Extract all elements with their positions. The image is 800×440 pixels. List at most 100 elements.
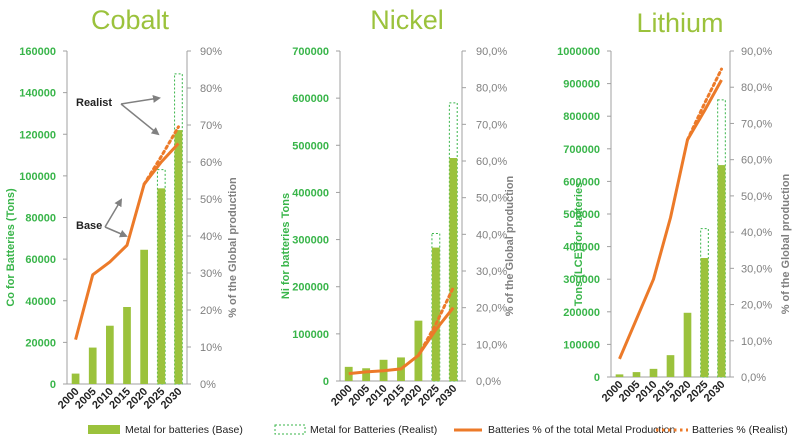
- right-axis-title: % of the Global production: [227, 177, 239, 318]
- left-tick-label: 600000: [292, 93, 329, 105]
- annotation-realist: Realist: [76, 97, 112, 109]
- left-tick-label: 200000: [292, 282, 329, 294]
- annotation-arrow-realist: [120, 103, 160, 136]
- right-tick-label: 60,0%: [476, 156, 507, 168]
- annotation-arrow-base: [104, 226, 128, 238]
- right-tick-label: 10,0%: [741, 336, 772, 348]
- bar-base: [449, 158, 458, 381]
- legend-label-line-realist: Batteries % (Realist): [692, 424, 788, 436]
- legend: Metal for batteries (Base) Metal for Bat…: [88, 424, 788, 436]
- bar-base: [615, 374, 624, 377]
- legend-label-bar-realist: Metal for Batteries (Realist): [310, 424, 437, 436]
- left-axis-title: Co for Batteries (Tons): [5, 188, 17, 307]
- chart-title: Lithium: [636, 8, 723, 38]
- right-tick-label: 90,0%: [741, 46, 772, 58]
- right-tick-label: 40,0%: [741, 227, 772, 239]
- left-tick-label: 800000: [563, 111, 600, 123]
- bar-base: [88, 347, 97, 384]
- right-tick-label: 50,0%: [741, 191, 772, 203]
- left-tick-label: 140000: [19, 88, 56, 100]
- right-tick-label: 20%: [200, 305, 222, 317]
- right-axis-title: % of the Global production: [504, 175, 516, 316]
- right-tick-label: 10%: [200, 342, 222, 354]
- right-axis-title: % of the Global production: [780, 173, 792, 314]
- annotation-base: Base: [76, 220, 102, 232]
- legend-swatch-bar-base: [88, 425, 120, 434]
- right-tick-label: 80,0%: [741, 82, 772, 94]
- bar-base: [717, 165, 726, 377]
- line-realist: [416, 286, 455, 357]
- bar-base: [157, 188, 166, 384]
- chart-title: Nickel: [370, 5, 444, 35]
- right-tick-label: 20,0%: [476, 303, 507, 315]
- bar-base: [362, 368, 371, 381]
- left-tick-label: 500000: [292, 140, 329, 152]
- annotation-arrow-base-upper: [104, 198, 123, 228]
- line-realist: [686, 67, 723, 142]
- left-tick-label: 600000: [563, 176, 600, 188]
- left-tick-label: 160000: [19, 46, 56, 58]
- legend-label-line-base: Batteries % of the total Metal Productio…: [488, 424, 676, 436]
- left-tick-label: 0: [323, 376, 329, 388]
- left-tick-label: 300000: [292, 235, 329, 247]
- right-tick-label: 30,0%: [741, 263, 772, 275]
- right-tick-label: 50%: [200, 194, 222, 206]
- legend-label-bar-base: Metal for batteries (Base): [125, 424, 243, 436]
- left-axis-title: Ni for batteries Tons: [280, 193, 292, 299]
- bar-base: [344, 366, 353, 381]
- left-tick-label: 100000: [292, 329, 329, 341]
- bar-base: [700, 258, 709, 377]
- line-realist: [142, 125, 180, 186]
- left-axis-title: Tons (LCE) for batteries: [573, 182, 585, 306]
- right-tick-label: 70,0%: [476, 119, 507, 131]
- line-base: [618, 79, 723, 360]
- left-tick-label: 1000000: [557, 46, 600, 58]
- right-tick-label: 70%: [200, 120, 222, 132]
- right-tick-label: 20,0%: [741, 300, 772, 312]
- left-tick-label: 100000: [19, 171, 56, 183]
- left-tick-label: 60000: [25, 254, 56, 266]
- left-tick-label: 700000: [563, 144, 600, 156]
- annotation-arrow-realist-upper: [120, 94, 161, 105]
- left-tick-label: 0: [50, 379, 56, 391]
- bar-base: [140, 249, 148, 384]
- right-tick-label: 70,0%: [741, 118, 772, 130]
- bar-base: [71, 373, 80, 384]
- chart-lithium: Lithium 0 100000 200000 300000 400000 500000 60…: [557, 8, 792, 404]
- line-base: [348, 306, 455, 376]
- chart-nickel: Nickel 0 100000 200000 300000 400000 500000 600…: [280, 5, 516, 408]
- bar-base: [174, 130, 183, 384]
- right-tick-label: 90,0%: [476, 46, 507, 58]
- left-tick-label: 80000: [25, 213, 56, 225]
- left-tick-label: 40000: [25, 296, 56, 308]
- right-tick-label: 40,0%: [476, 229, 507, 241]
- left-tick-label: 500000: [563, 209, 600, 221]
- bar-base: [649, 368, 658, 377]
- chart-cobalt: Cobalt 0 20000 40000 60000 80000 100000 120000 1…: [5, 5, 239, 411]
- bar-base: [431, 247, 440, 381]
- bar-base: [666, 355, 675, 377]
- right-tick-label: 30,0%: [476, 266, 507, 278]
- bar-base: [106, 325, 114, 384]
- left-tick-label: 0: [594, 372, 600, 384]
- left-tick-label: 400000: [563, 242, 600, 254]
- left-tick-label: 20000: [25, 337, 56, 349]
- bar-base: [632, 372, 641, 377]
- chart-annotations: Realist Base: [76, 94, 161, 238]
- left-tick-label: 900000: [563, 79, 600, 91]
- right-tick-label: 0,0%: [741, 372, 766, 384]
- chart-title: Cobalt: [91, 5, 170, 35]
- right-tick-label: 80%: [200, 83, 222, 95]
- x-tick-label: 2030: [434, 383, 460, 409]
- legend-swatch-bar-realist: [274, 424, 306, 435]
- left-tick-label: 120000: [19, 129, 56, 141]
- right-tick-label: 0%: [200, 379, 216, 391]
- right-tick-label: 0,0%: [476, 376, 501, 388]
- left-tick-label: 700000: [292, 46, 329, 58]
- left-tick-label: 200000: [563, 307, 600, 319]
- left-tick-label: 300000: [563, 274, 600, 286]
- left-tick-label: 400000: [292, 187, 329, 199]
- right-tick-label: 40%: [200, 231, 222, 243]
- right-tick-label: 10,0%: [476, 339, 507, 351]
